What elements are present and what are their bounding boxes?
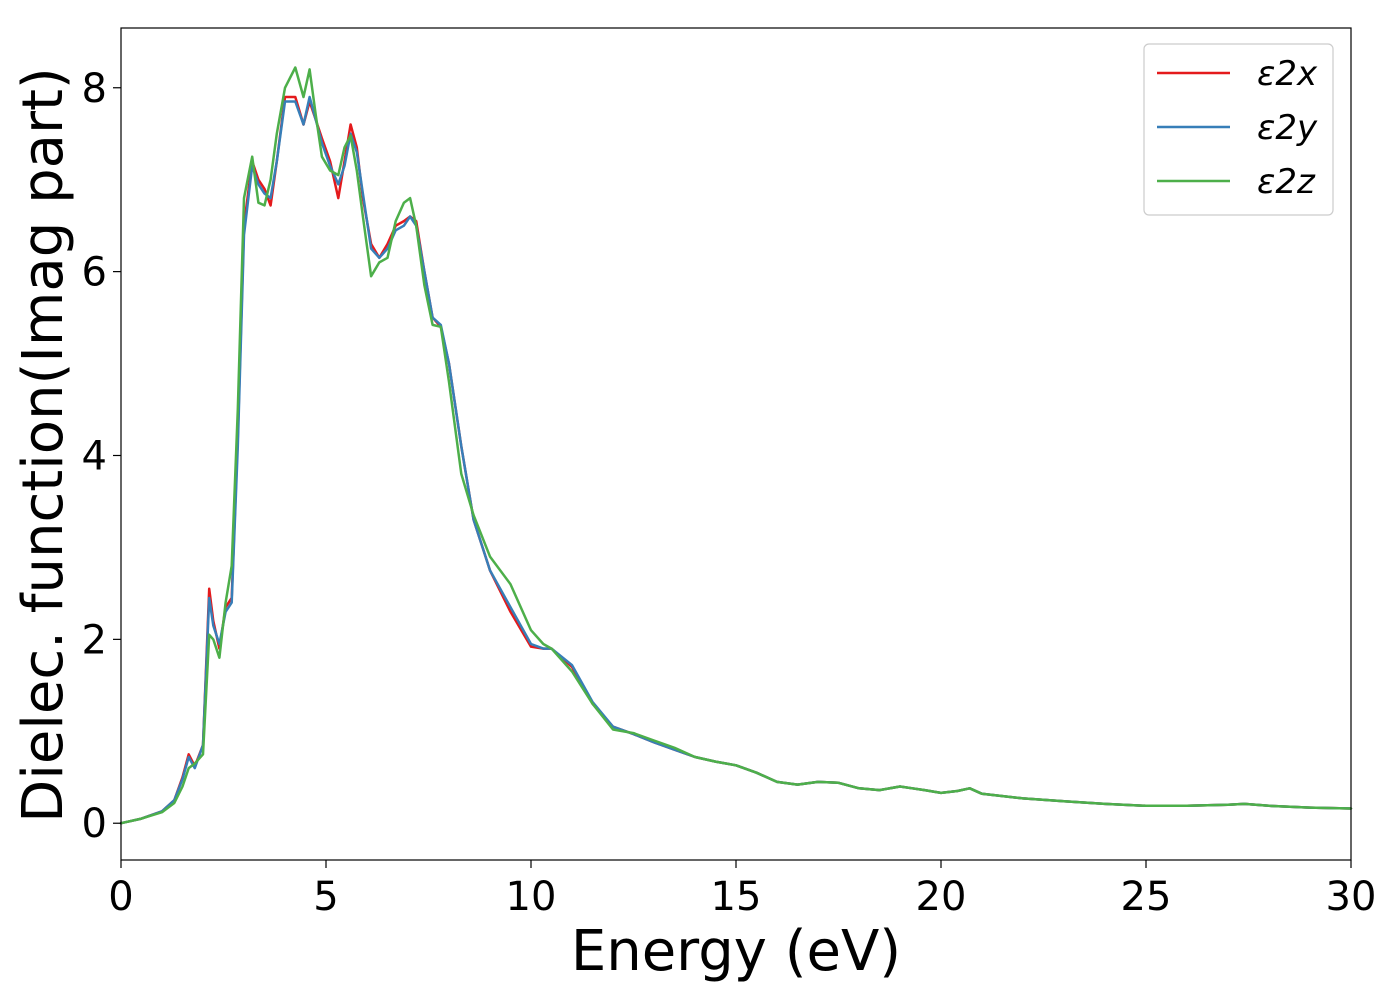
legend-label-1: ε2y (1257, 108, 1318, 148)
x-tick-label: 25 (1121, 874, 1172, 920)
x-tick-label: 5 (313, 874, 338, 920)
x-axis-label: Energy (eV) (571, 919, 901, 984)
y-tick-label: 2 (82, 617, 107, 663)
y-tick-label: 4 (82, 433, 107, 479)
y-axis-ticks: 0 2 4 6 8 (82, 66, 121, 847)
legend-box (1143, 43, 1334, 216)
y-tick-label: 0 (82, 801, 107, 847)
y-tick-label: 8 (82, 66, 107, 112)
x-tick-label: 20 (916, 874, 967, 920)
legend: ε2x ε2y ε2z (1143, 43, 1334, 216)
legend-label-0: ε2x (1257, 54, 1318, 94)
x-axis-ticks: 0 5 10 15 20 25 30 (108, 860, 1376, 920)
x-tick-label: 0 (108, 874, 133, 920)
y-tick-label: 6 (82, 250, 107, 296)
x-tick-label: 15 (711, 874, 762, 920)
series-line-2 (119, 66, 1353, 825)
x-tick-label: 30 (1326, 874, 1377, 920)
y-axis-label: Dielec. function(Imag part) (11, 67, 76, 823)
x-tick-label: 10 (506, 874, 557, 920)
legend-label-2: ε2z (1257, 162, 1316, 202)
